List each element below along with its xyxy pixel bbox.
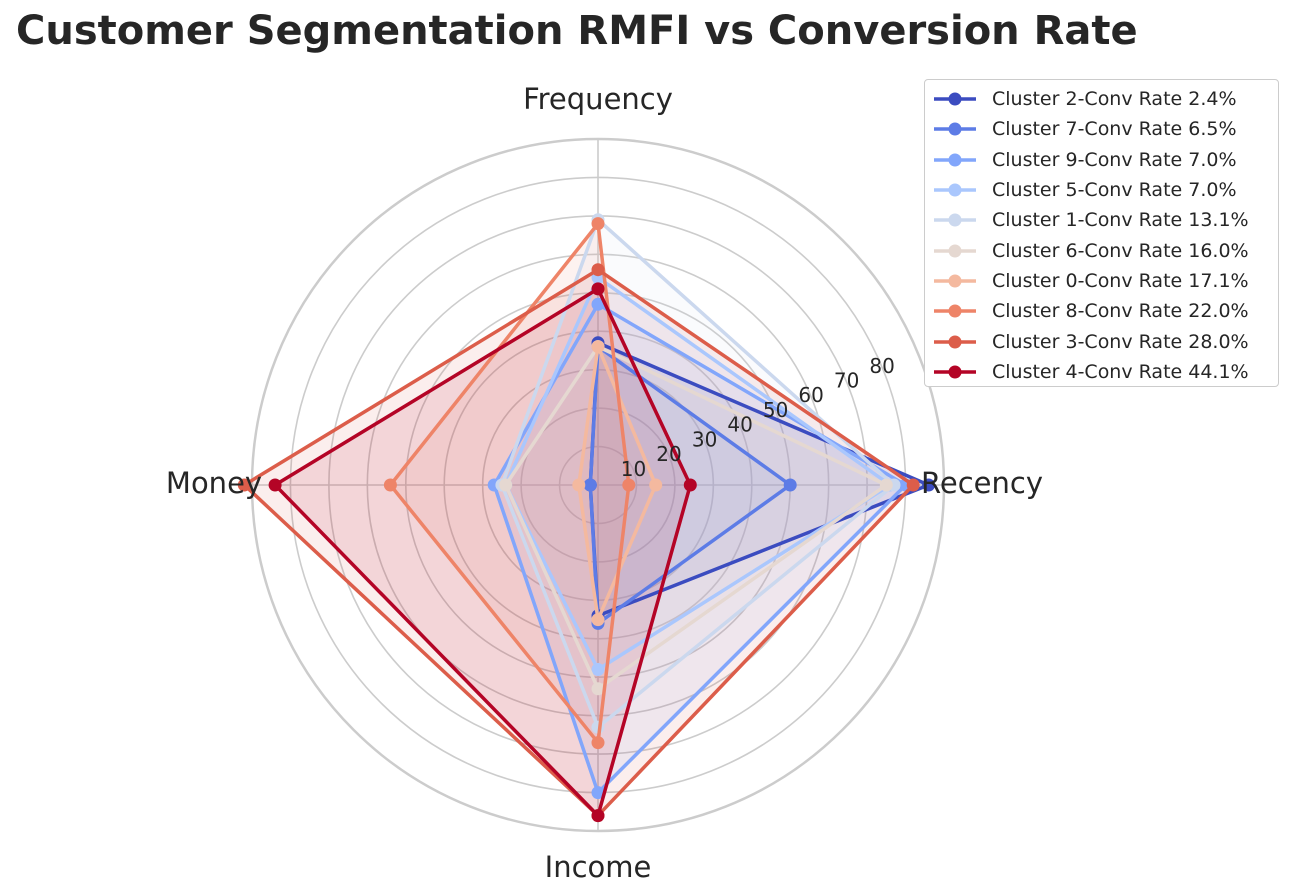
legend-swatch [934,92,976,106]
axis-label-recency: Recency [921,466,1043,500]
legend-item: Cluster 6-Conv Rate 16.0% [925,235,1278,265]
data-point [649,478,663,492]
legend-item: Cluster 7-Conv Rate 6.5% [925,114,1278,144]
data-point [499,478,513,492]
legend-label: Cluster 5-Conv Rate 7.0% [992,179,1237,202]
axis-label-money: Money [166,466,262,500]
legend-swatch [934,244,976,258]
data-point [591,809,605,823]
legend-label: Cluster 6-Conv Rate 16.0% [992,239,1249,262]
data-point [591,282,605,296]
legend-item: Cluster 1-Conv Rate 13.1% [925,205,1278,235]
legend: Cluster 2-Conv Rate 2.4% Cluster 7-Conv R… [924,79,1279,387]
radial-tick-label: 50 [763,398,788,422]
radial-tick-label: 80 [869,354,894,378]
legend-swatch [934,365,976,379]
legend-item: Cluster 3-Conv Rate 28.0% [925,326,1278,356]
radial-tick-label: 30 [692,427,717,451]
legend-label: Cluster 7-Conv Rate 6.5% [992,118,1237,141]
data-point [237,478,251,492]
data-point [591,786,605,800]
axis-label-income: Income [545,850,652,884]
legend-label: Cluster 8-Conv Rate 22.0% [992,300,1249,323]
radial-tick-label: 10 [621,457,646,481]
data-point [591,340,605,354]
legend-label: Cluster 2-Conv Rate 2.4% [992,88,1237,111]
series-fill-5 [505,346,887,689]
data-point [591,613,605,627]
data-point [906,478,920,492]
radial-tick-label: 40 [727,413,752,437]
data-point [879,478,893,492]
legend-item: Cluster 5-Conv Rate 7.0% [925,175,1278,205]
legend-label: Cluster 0-Conv Rate 17.1% [992,269,1249,292]
axis-label-frequency: Frequency [523,82,673,116]
data-point [591,217,605,231]
radial-tick-label: 60 [798,383,823,407]
data-point [572,478,586,492]
legend-item: Cluster 2-Conv Rate 2.4% [925,84,1278,114]
data-point [591,682,605,696]
axis-labels: 10 20 30 40 50 60 70 80 Recency Frequency Money Inc… [166,82,1043,884]
data-point [591,663,605,676]
radial-tick-label: 20 [656,442,681,466]
legend-swatch [934,213,976,227]
legend-label: Cluster 4-Conv Rate 44.1% [992,360,1249,383]
legend-item: Cluster 8-Conv Rate 22.0% [925,296,1278,326]
data-point [683,478,697,492]
legend-item: Cluster 9-Conv Rate 7.0% [925,145,1278,175]
legend-swatch [934,304,976,318]
data-point [622,478,636,492]
legend-item: Cluster 0-Conv Rate 17.1% [925,266,1278,296]
legend-label: Cluster 3-Conv Rate 28.0% [992,330,1249,353]
legend-item: Cluster 4-Conv Rate 44.1% [925,357,1278,387]
data-point [383,478,397,492]
series-lines [237,213,936,823]
legend-swatch [934,122,976,136]
data-point [583,478,597,492]
legend-swatch [934,153,976,167]
legend-label: Cluster 9-Conv Rate 7.0% [992,148,1237,171]
legend-swatch [934,183,976,197]
radial-tick-label: 70 [834,369,859,393]
data-point [591,263,605,277]
legend-swatch [934,335,976,349]
data-point [591,736,605,750]
legend-swatch [934,274,976,288]
chart-title: Customer Segmentation RMFI vs Conversion… [16,8,1138,54]
series-fill-6 [578,346,656,620]
data-point [268,478,282,492]
series-fill-0 [590,342,929,616]
legend-label: Cluster 1-Conv Rate 13.1% [992,209,1249,232]
data-point [591,297,605,311]
data-point [783,478,797,492]
series-fill-3 [505,277,891,670]
data-point [922,478,936,492]
